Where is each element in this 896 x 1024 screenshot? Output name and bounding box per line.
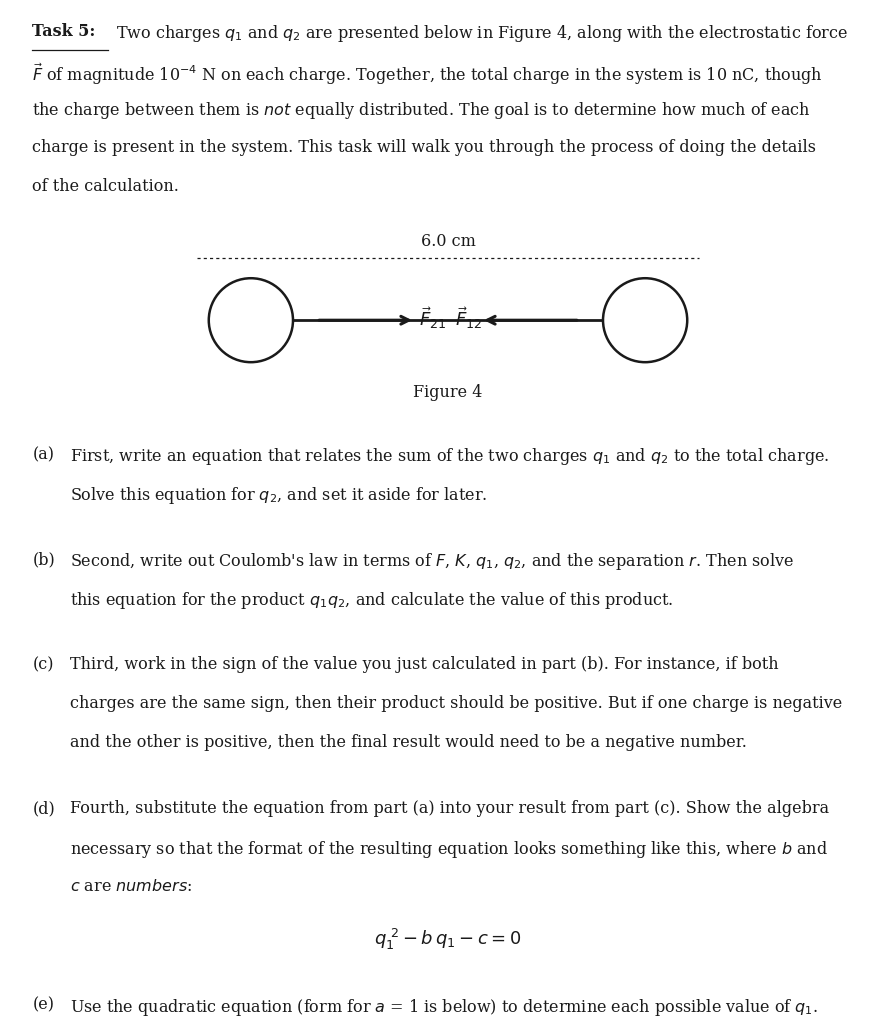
Text: Two charges $q_1$ and $q_2$ are presented below in Figure 4, along with the elec: Two charges $q_1$ and $q_2$ are presente… (116, 23, 848, 44)
Text: Second, write out Coulomb's law in terms of $F$, $K$, $q_1$, $q_2$, and the sepa: Second, write out Coulomb's law in terms… (70, 551, 794, 572)
Text: Solve this equation for $q_2$, and set it aside for later.: Solve this equation for $q_2$, and set i… (70, 485, 487, 506)
Text: the charge between them is $\it{not}$ equally distributed. The goal is to determ: the charge between them is $\it{not}$ eq… (32, 100, 811, 122)
Text: $\vec{F}_{12}$: $\vec{F}_{12}$ (455, 305, 482, 331)
Text: Task 5:: Task 5: (32, 23, 96, 40)
Text: of the calculation.: of the calculation. (32, 178, 179, 196)
Text: Third, work in the sign of the value you just calculated in part (b). For instan: Third, work in the sign of the value you… (70, 656, 779, 673)
Text: Use the quadratic equation (form for $a$ = 1 is below) to determine each possibl: Use the quadratic equation (form for $a$… (70, 996, 818, 1018)
Text: (e): (e) (32, 996, 55, 1014)
Text: $\vec{F}_{21}$: $\vec{F}_{21}$ (419, 305, 447, 331)
Text: and the other is positive, then the final result would need to be a negative num: and the other is positive, then the fina… (70, 734, 746, 751)
Ellipse shape (209, 279, 293, 362)
Text: (c): (c) (32, 656, 54, 673)
Text: $q_2$: $q_2$ (635, 311, 655, 329)
Text: charge is present in the system. This task will walk you through the process of : charge is present in the system. This ta… (32, 139, 816, 157)
Text: First, write an equation that relates the sum of the two charges $q_1$ and $q_2$: First, write an equation that relates th… (70, 446, 830, 467)
Text: $c$ are $\it{numbers}$:: $c$ are $\it{numbers}$: (70, 878, 192, 895)
Text: charges are the same sign, then their product should be positive. But if one cha: charges are the same sign, then their pr… (70, 695, 842, 712)
Text: Fourth, substitute the equation from part (a) into your result from part (c). Sh: Fourth, substitute the equation from par… (70, 800, 829, 817)
Text: 6.0 cm: 6.0 cm (420, 232, 476, 250)
Ellipse shape (603, 279, 687, 362)
Text: (b): (b) (32, 551, 55, 568)
Text: necessary so that the format of the resulting equation looks something like this: necessary so that the format of the resu… (70, 839, 828, 860)
Text: $\vec{F}$ of magnitude 10$^{-4}$ N on each charge. Together, the total charge in: $\vec{F}$ of magnitude 10$^{-4}$ N on ea… (32, 61, 823, 87)
Text: $q_1^{\ 2} - b\,q_1 - c = 0$: $q_1^{\ 2} - b\,q_1 - c = 0$ (375, 927, 521, 951)
Text: Figure 4: Figure 4 (413, 384, 483, 400)
Text: (a): (a) (32, 446, 55, 463)
Text: (d): (d) (32, 800, 55, 817)
Text: $q_1$: $q_1$ (241, 311, 261, 329)
Text: this equation for the product $q_1q_2$, and calculate the value of this product.: this equation for the product $q_1q_2$, … (70, 590, 673, 611)
